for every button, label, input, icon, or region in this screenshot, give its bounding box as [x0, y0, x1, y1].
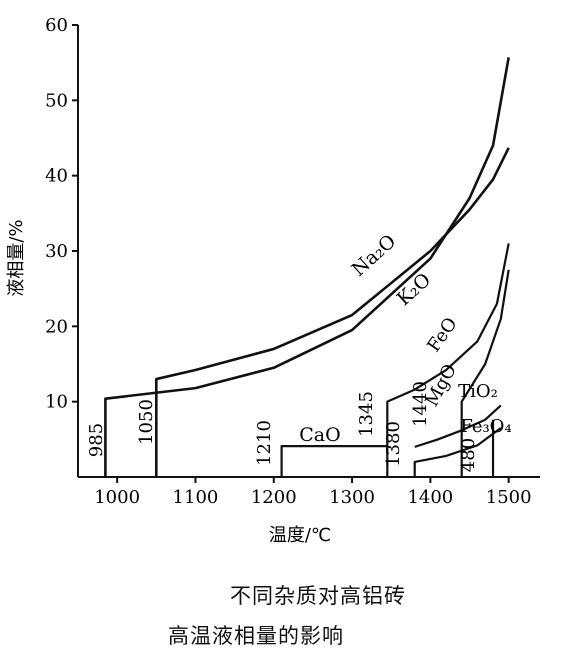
series-line-7 — [413, 427, 502, 477]
caption-line-2: 高温液相量的影响 — [168, 624, 344, 648]
temperature-annotation: 480 — [458, 438, 479, 472]
x-tick-label: 1300 — [329, 487, 375, 508]
series-line-3 — [280, 445, 388, 477]
series-label: Na₂O — [348, 230, 401, 281]
temperature-annotation: 1050 — [136, 399, 157, 445]
series-label: Fe₃O₄ — [460, 416, 511, 437]
data-series — [104, 57, 510, 477]
series-line-1 — [104, 57, 510, 477]
axis-ticks: 1000 1100 1200 1300 1400 1500 10 20 30 40 50 60 — [45, 15, 531, 508]
temperature-annotation: 1345 — [356, 391, 377, 437]
temperature-annotation: 985 — [86, 423, 107, 457]
y-tick-label: 20 — [45, 316, 68, 337]
series-label: CaO — [299, 424, 340, 446]
x-tick-label: 1100 — [173, 487, 219, 508]
series-line-5 — [460, 269, 510, 477]
series-line-6 — [414, 404, 502, 448]
x-tick-label: 1000 — [94, 487, 140, 508]
temperature-annotation: 1440 — [410, 381, 431, 427]
temperature-annotation: 1380 — [383, 421, 404, 467]
x-tick-label: 1400 — [407, 487, 453, 508]
y-tick-label: 30 — [45, 241, 68, 262]
caption-line-1: 不同杂质对高铝砖 — [230, 584, 406, 608]
y-tick-label: 50 — [45, 90, 68, 111]
x-tick-label: 1200 — [251, 487, 297, 508]
y-tick-label: 60 — [45, 15, 68, 36]
series-label: FeO — [423, 314, 461, 356]
series-line-2 — [155, 147, 510, 477]
temperature-annotation: 1210 — [254, 420, 275, 466]
x-tick-label: 1500 — [486, 487, 532, 508]
y-axis-label: 液相量/% — [6, 219, 27, 296]
series-label: TiO₂ — [458, 381, 498, 402]
x-axis-label: 温度/℃ — [269, 525, 331, 546]
y-tick-label: 10 — [45, 392, 68, 413]
series-line-4 — [386, 243, 510, 477]
y-tick-label: 40 — [45, 166, 68, 187]
